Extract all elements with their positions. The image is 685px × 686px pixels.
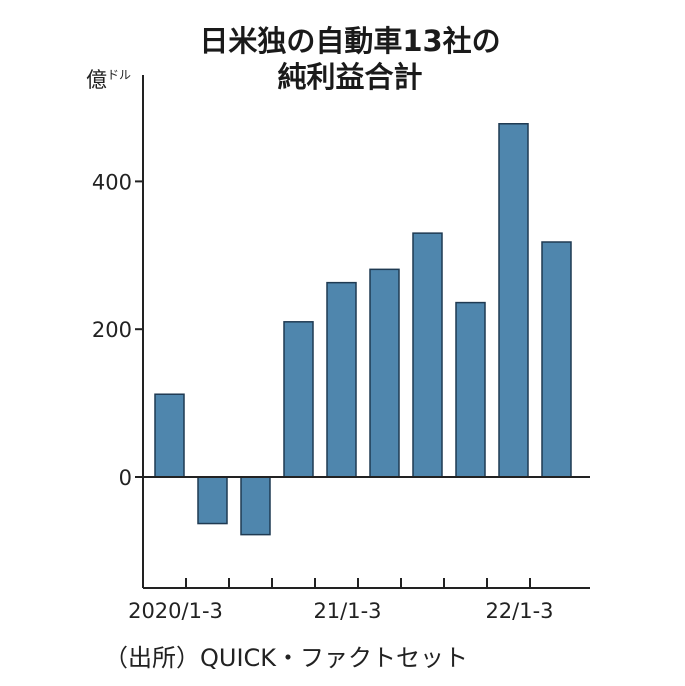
x-tick-label-4: 21/1-3 bbox=[313, 599, 381, 623]
y-tick-label-0: 0 bbox=[119, 466, 132, 490]
bar-5 bbox=[369, 268, 400, 478]
x-tick-label-0: 2020/1-3 bbox=[128, 599, 223, 623]
y-tick-label-2: 400 bbox=[92, 170, 132, 194]
bar-6 bbox=[412, 232, 443, 478]
bar-2 bbox=[240, 476, 271, 536]
bar-4 bbox=[326, 281, 357, 478]
bar-9 bbox=[541, 241, 572, 478]
y-tick-label-1: 200 bbox=[92, 318, 132, 342]
bar-7 bbox=[455, 301, 486, 478]
bar-3 bbox=[283, 321, 314, 478]
y-unit-sup: ドル bbox=[107, 68, 132, 82]
x-tick-label-8: 22/1-3 bbox=[485, 599, 553, 623]
y-unit-label: 億ドル bbox=[86, 64, 131, 94]
bar-8 bbox=[498, 123, 529, 478]
source-note: （出所）QUICK・ファクトセット bbox=[104, 644, 469, 672]
bar-0 bbox=[154, 393, 185, 478]
bar-1 bbox=[197, 476, 228, 525]
y-unit-main: 億 bbox=[86, 68, 107, 92]
chart-title-line-2: 純利益合計 bbox=[277, 60, 423, 94]
chart-title-line-1: 日米独の自動車13社の bbox=[199, 24, 501, 58]
